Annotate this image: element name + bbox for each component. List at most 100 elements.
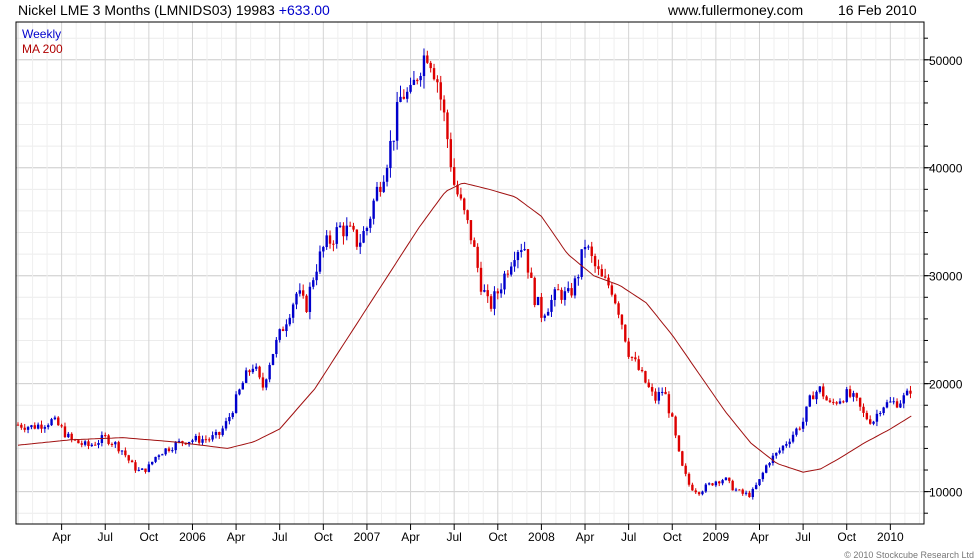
candle-body (372, 200, 375, 219)
candle-body (395, 102, 399, 141)
candle-body (845, 389, 848, 402)
candle-body (308, 286, 312, 313)
candle-body (389, 140, 392, 168)
candle-body (835, 402, 838, 404)
candle-body (654, 391, 657, 401)
candle-body (694, 490, 697, 493)
candle-body (587, 246, 590, 248)
candle-body (328, 235, 332, 244)
x-tick-label: Oct (837, 530, 856, 544)
legend-weekly: Weekly (22, 27, 62, 41)
candle-body (224, 421, 228, 429)
candle-body (858, 397, 862, 407)
candle-body (87, 441, 90, 446)
candle-body (848, 389, 852, 397)
candle-body (660, 391, 664, 393)
candle-body (647, 382, 650, 388)
candle-body (301, 290, 305, 296)
candle-body (889, 401, 892, 403)
candle-body (114, 442, 117, 445)
candle-body (342, 225, 345, 237)
candle-body (20, 424, 23, 428)
candle-body (801, 421, 805, 429)
candle-body (697, 492, 701, 495)
candle-body (781, 445, 785, 451)
candle-body (516, 252, 520, 261)
candle-body (70, 433, 73, 440)
candle-body (879, 413, 882, 415)
x-tick-label: Apr (52, 530, 71, 544)
candle-body (530, 272, 533, 278)
candle-body (758, 479, 761, 486)
candle-body (563, 291, 567, 300)
candle-body (463, 198, 466, 211)
candle-body (738, 489, 741, 491)
candle-body (392, 140, 395, 142)
candle-body (627, 341, 630, 357)
x-tick-label: Jul (98, 530, 113, 544)
candle-body (798, 428, 801, 430)
candle-body (208, 439, 211, 441)
candle-body (298, 290, 302, 294)
candle-body (110, 443, 114, 445)
x-tick-label: Oct (140, 530, 159, 544)
candle-body (456, 184, 459, 195)
candle-body (741, 489, 744, 494)
candle-body (332, 243, 335, 245)
candle-body (701, 491, 704, 495)
candle-body (768, 463, 771, 466)
candle-body (567, 288, 570, 292)
candle-body (265, 379, 268, 388)
candle-body (785, 444, 788, 446)
candle-body (540, 296, 543, 318)
candle-body (865, 412, 869, 420)
candle-body (825, 396, 828, 401)
candle-body (546, 311, 550, 316)
x-tick-label: Jul (795, 530, 810, 544)
chart-date: 16 Feb 2010 (838, 2, 917, 18)
candle-body (271, 354, 275, 365)
candle-body (503, 273, 506, 290)
weekly-candles (16, 48, 912, 500)
candle-body (416, 79, 419, 81)
candle-body (483, 290, 486, 292)
candle-body (77, 440, 80, 444)
candle-body (244, 370, 248, 383)
candle-body (161, 454, 164, 456)
y-tick-label: 50000 (929, 54, 963, 68)
candle-body (832, 401, 835, 403)
candle-body (624, 324, 627, 342)
candle-body (231, 412, 234, 418)
candle-body (640, 369, 644, 372)
candle-body (718, 481, 721, 484)
candle-body (107, 435, 110, 444)
candle-body (409, 84, 412, 92)
candle-body (167, 448, 171, 451)
candle-body (543, 315, 546, 318)
candle-body (764, 465, 768, 473)
candle-body (617, 303, 620, 315)
candle-body (439, 82, 442, 100)
candle-body (228, 417, 231, 422)
candle-body (137, 469, 140, 471)
candle-body (134, 462, 137, 471)
candle-body (711, 483, 714, 486)
candle-body (322, 247, 325, 252)
candle-body (795, 428, 798, 435)
candle-body (473, 240, 476, 247)
candle-body (486, 290, 489, 297)
candle-body (691, 484, 694, 491)
candle-body (744, 492, 748, 494)
copyright-note: © 2010 Stockcube Research Ltd (844, 550, 974, 560)
candle-body (362, 231, 365, 243)
candle-body (496, 291, 499, 294)
candle-body (748, 492, 751, 498)
candle-body (325, 235, 328, 248)
candle-body (379, 186, 382, 192)
x-tick-label: Apr (227, 530, 246, 544)
candle-body (275, 339, 278, 355)
candle-body (335, 227, 338, 244)
y-tick-label: 20000 (929, 378, 963, 392)
candle-body (818, 386, 822, 392)
candle-body (214, 431, 218, 436)
